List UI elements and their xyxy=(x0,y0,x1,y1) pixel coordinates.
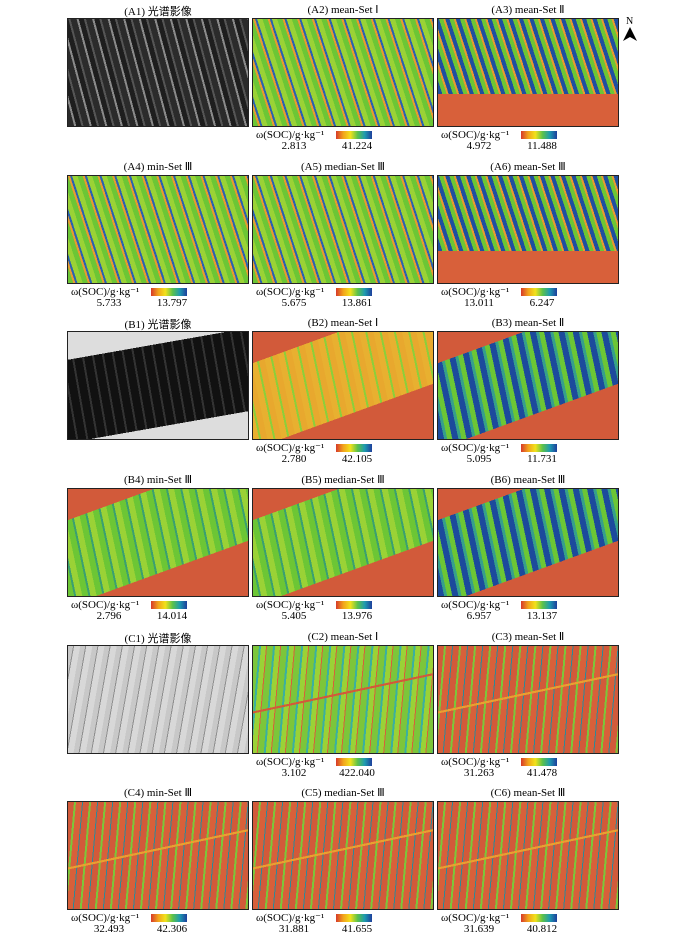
panel-title: (B1) 光谱影像 xyxy=(124,319,192,331)
map-image xyxy=(67,175,249,284)
panel-title: (A6) mean-Set Ⅲ xyxy=(490,161,566,173)
legend-max: 13.137 xyxy=(526,610,558,622)
map-image xyxy=(252,18,434,127)
legend-min: 5.095 xyxy=(466,453,492,465)
legend-label: ω(SOC)/g·kg⁻¹ xyxy=(71,912,140,924)
map-image xyxy=(437,175,619,284)
map-image xyxy=(252,801,434,910)
panel-title: (B5) median-Set Ⅲ xyxy=(301,474,385,486)
legend-max: 11.488 xyxy=(527,140,557,152)
panel-title: (B3) mean-Set Ⅱ xyxy=(491,317,565,329)
legend-colorbar xyxy=(151,914,187,922)
legend-colorbar xyxy=(521,758,557,766)
panel-title: (A5) median-Set Ⅲ xyxy=(301,161,385,173)
map-image xyxy=(437,488,619,597)
map-image xyxy=(67,801,249,910)
legend-min: 31.263 xyxy=(463,767,495,779)
legend-colorbar xyxy=(521,444,557,452)
legend-max: 6.247 xyxy=(529,297,555,309)
legend-colorbar xyxy=(521,131,557,139)
map-image xyxy=(67,18,249,127)
legend-min: 31.881 xyxy=(278,923,310,935)
map-image xyxy=(252,331,434,440)
panel-title: (A2) mean-Set Ⅰ xyxy=(307,4,379,16)
legend-max: 13.797 xyxy=(156,297,188,309)
legend-max: 11.731 xyxy=(527,453,557,465)
map-image xyxy=(437,645,619,754)
legend-label: ω(SOC)/g·kg⁻¹ xyxy=(441,129,510,141)
panel-title: (A3) mean-Set Ⅱ xyxy=(491,4,565,16)
legend-colorbar xyxy=(336,288,372,296)
legend-min: 4.972 xyxy=(466,140,492,152)
legend-label: ω(SOC)/g·kg⁻¹ xyxy=(71,599,140,611)
legend-colorbar xyxy=(521,288,557,296)
legend-label: ω(SOC)/g·kg⁻¹ xyxy=(441,756,510,768)
legend-max: 13.976 xyxy=(341,610,373,622)
panel-title: (C6) mean-Set Ⅲ xyxy=(490,787,566,799)
legend-max: 13.861 xyxy=(341,297,373,309)
map-image xyxy=(437,18,619,127)
panel-title: (C1) 光谱影像 xyxy=(124,633,192,645)
legend-min: 5.733 xyxy=(96,297,122,309)
legend-max: 42.105 xyxy=(341,453,373,465)
legend-min: 5.405 xyxy=(281,610,307,622)
panel-title: (B4) min-Set Ⅲ xyxy=(123,474,193,486)
legend-min: 13.011 xyxy=(464,297,494,309)
legend-max: 422.040 xyxy=(339,767,375,779)
legend-label: ω(SOC)/g·kg⁻¹ xyxy=(71,286,140,298)
north-arrow xyxy=(623,27,637,41)
legend-colorbar xyxy=(336,444,372,452)
legend-colorbar xyxy=(336,914,372,922)
map-image xyxy=(252,488,434,597)
legend-label: ω(SOC)/g·kg⁻¹ xyxy=(441,599,510,611)
legend-label: ω(SOC)/g·kg⁻¹ xyxy=(441,912,510,924)
legend-min: 31.639 xyxy=(463,923,495,935)
legend-max: 42.306 xyxy=(156,923,188,935)
map-image xyxy=(67,645,249,754)
legend-label: ω(SOC)/g·kg⁻¹ xyxy=(256,756,325,768)
map-image xyxy=(252,175,434,284)
map-image xyxy=(67,488,249,597)
legend-min: 2.780 xyxy=(281,453,307,465)
map-image xyxy=(437,331,619,440)
legend-label: ω(SOC)/g·kg⁻¹ xyxy=(441,286,510,298)
legend-colorbar xyxy=(151,288,187,296)
legend-colorbar xyxy=(336,601,372,609)
map-image xyxy=(252,645,434,754)
legend-min: 3.102 xyxy=(281,767,307,779)
legend-min: 2.796 xyxy=(96,610,122,622)
legend-colorbar xyxy=(521,601,557,609)
map-image xyxy=(437,801,619,910)
legend-label: ω(SOC)/g·kg⁻¹ xyxy=(441,442,510,454)
panel-title: (C3) mean-Set Ⅱ xyxy=(491,631,565,643)
legend-label: ω(SOC)/g·kg⁻¹ xyxy=(256,912,325,924)
map-image xyxy=(67,331,249,440)
north-label: N xyxy=(626,16,634,27)
panel-title: (C2) mean-Set Ⅰ xyxy=(307,631,379,643)
legend-label: ω(SOC)/g·kg⁻¹ xyxy=(256,129,325,141)
legend-min: 6.957 xyxy=(466,610,492,622)
panel-title: (C4) min-Set Ⅲ xyxy=(123,787,193,799)
legend-max: 14.014 xyxy=(156,610,188,622)
panel-title: (C5) median-Set Ⅲ xyxy=(301,787,385,799)
legend-colorbar xyxy=(336,131,372,139)
legend-colorbar xyxy=(521,914,557,922)
legend-max: 41.655 xyxy=(341,923,373,935)
panel-title: (A4) min-Set Ⅲ xyxy=(123,161,193,173)
panel-title: (B6) mean-Set Ⅲ xyxy=(490,474,566,486)
legend-max: 41.224 xyxy=(341,140,373,152)
legend-label: ω(SOC)/g·kg⁻¹ xyxy=(256,442,325,454)
legend-max: 40.812 xyxy=(526,923,558,935)
legend-label: ω(SOC)/g·kg⁻¹ xyxy=(256,286,325,298)
legend-min: 32.493 xyxy=(93,923,125,935)
legend-min: 5.675 xyxy=(281,297,307,309)
legend-colorbar xyxy=(336,758,372,766)
panel-title: (A1) 光谱影像 xyxy=(124,6,192,18)
legend-min: 2.813 xyxy=(281,140,307,152)
legend-label: ω(SOC)/g·kg⁻¹ xyxy=(256,599,325,611)
panel-title: (B2) mean-Set Ⅰ xyxy=(307,317,379,329)
legend-max: 41.478 xyxy=(526,767,558,779)
legend-colorbar xyxy=(151,601,187,609)
